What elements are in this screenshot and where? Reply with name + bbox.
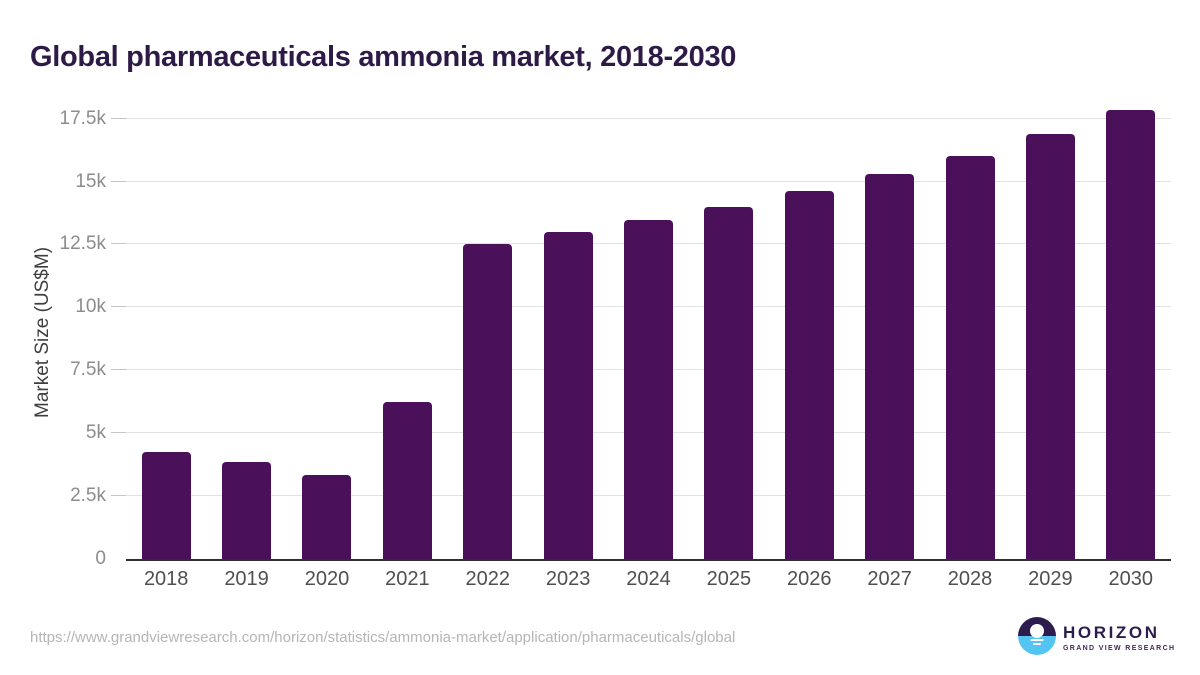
x-tick-label-2030: 2030 — [1108, 568, 1154, 590]
horizon-logo-icon — [1018, 617, 1056, 655]
y-tick-mark-15k — [111, 180, 126, 182]
x-tick-label-2018: 2018 — [143, 568, 189, 590]
bar-2023[interactable] — [543, 232, 593, 559]
x-axis: 2018 2019 2020 2021 2022 2023 2024 2025 2026 2027… — [126, 568, 1171, 594]
bar-2028[interactable] — [945, 155, 995, 559]
x-tick-label-2019: 2019 — [224, 568, 269, 590]
x-tick-label-2028: 2028 — [947, 568, 993, 590]
bar-2030[interactable] — [1106, 110, 1156, 559]
gridline-17.5k — [126, 117, 1171, 119]
x-tick-label-2020: 2020 — [304, 568, 350, 590]
y-tick-label-10k: 10k — [75, 296, 106, 318]
plot-area — [126, 106, 1171, 561]
x-tick-label-2024: 2024 — [626, 568, 671, 590]
x-tick-label-2027: 2027 — [867, 568, 912, 590]
y-tick-mark-2.5k — [111, 495, 126, 497]
y-tick-label-2.5k: 2.5k — [70, 485, 106, 507]
bar-2022[interactable] — [463, 243, 513, 559]
y-tick-label-7.5k: 7.5k — [70, 359, 106, 381]
x-tick-label-2025: 2025 — [706, 568, 752, 590]
x-tick-label-2023: 2023 — [545, 568, 591, 590]
x-tick-label-2021: 2021 — [385, 568, 430, 590]
y-axis-tick-marks — [111, 106, 126, 559]
horizon-line-icon — [1030, 638, 1044, 641]
y-tick-mark-7.5k — [111, 369, 126, 371]
bar-2019[interactable] — [222, 461, 272, 559]
y-tick-label-5k: 5k — [85, 422, 106, 444]
horizon-line-icon — [1033, 643, 1041, 645]
x-tick-label-2026: 2026 — [787, 568, 832, 590]
bar-2024[interactable] — [624, 220, 673, 559]
y-tick-mark-5k — [111, 432, 126, 434]
x-tick-label-2029: 2029 — [1028, 568, 1073, 590]
y-tick-label-17.5k: 17.5k — [59, 107, 106, 129]
y-tick-label-0: 0 — [95, 548, 106, 569]
bar-2021[interactable] — [382, 402, 432, 559]
x-tick-label-2022: 2022 — [465, 568, 510, 590]
bar-2020[interactable] — [302, 475, 352, 559]
y-axis: 0 2.5k 5k 7.5k 10k 12.5k 15k 17.5k — [0, 106, 106, 569]
y-tick-mark-17.5k — [111, 117, 126, 119]
source-url: https://www.grandviewresearch.com/horizo… — [30, 629, 736, 646]
bar-2027[interactable] — [865, 174, 915, 559]
bar-2025[interactable] — [704, 207, 754, 559]
y-tick-label-12.5k: 12.5k — [59, 233, 106, 255]
bar-2029[interactable] — [1025, 133, 1075, 559]
y-tick-mark-10k — [111, 306, 126, 308]
bar-2018[interactable] — [141, 452, 191, 559]
logo-wordmark: HORIZON — [1063, 623, 1160, 642]
gridline-15k — [126, 180, 1171, 182]
logo-subtitle: GRAND VIEW RESEARCH — [1063, 645, 1176, 652]
sun-icon — [1030, 623, 1044, 638]
y-tick-mark-12.5k — [111, 243, 126, 245]
horizon-logo: HORIZON GRAND VIEW RESEARCH — [1018, 617, 1175, 655]
y-tick-label-15k: 15k — [75, 170, 106, 192]
bar-2026[interactable] — [784, 190, 834, 559]
chart-title: Global pharmaceuticals ammonia market, 2… — [30, 41, 737, 74]
